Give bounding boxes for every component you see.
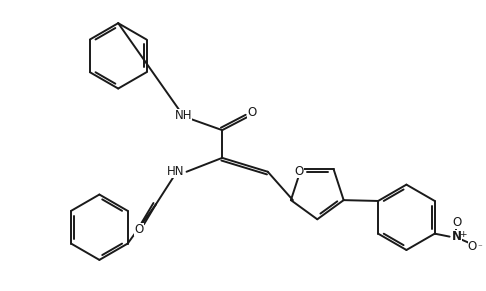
Text: O: O (247, 106, 257, 119)
Text: O: O (134, 223, 144, 236)
Text: HN: HN (167, 165, 184, 178)
Text: +: + (459, 230, 466, 239)
Text: O: O (295, 165, 304, 178)
Text: O: O (468, 240, 477, 253)
Text: NH: NH (175, 109, 192, 122)
Text: ⁻: ⁻ (477, 243, 482, 252)
Text: O: O (452, 216, 461, 229)
Text: N: N (451, 230, 462, 243)
